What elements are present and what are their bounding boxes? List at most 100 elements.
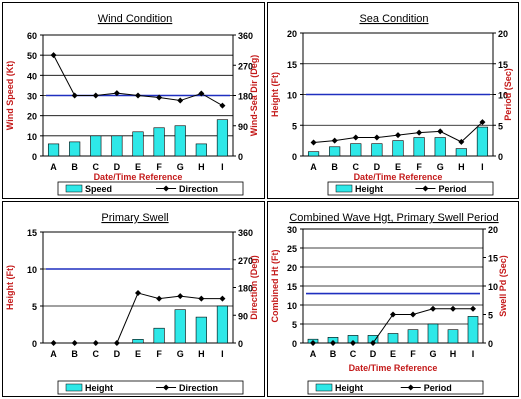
bar bbox=[387, 333, 399, 344]
legend bbox=[307, 380, 484, 395]
line-point bbox=[156, 295, 163, 302]
line-point bbox=[219, 295, 226, 302]
y2-tick-label: 0 bbox=[498, 152, 503, 162]
sea-condition-chart: Sea Condition 0 5 10 15 20 0 5 10 15 20 A B C D E F G H I He… bbox=[270, 13, 513, 196]
bar bbox=[307, 151, 320, 157]
x-tick-label: C bbox=[93, 162, 100, 172]
y2-tick-label: 10 bbox=[488, 282, 498, 292]
legend-label: Speed bbox=[85, 184, 112, 194]
y2-tick-label: 90 bbox=[238, 122, 248, 132]
y-tick-label: 0 bbox=[32, 339, 37, 349]
y2-tick-label: 180 bbox=[238, 284, 253, 294]
bar bbox=[174, 125, 186, 157]
line-point bbox=[370, 340, 376, 346]
y2-tick-label: 20 bbox=[488, 225, 498, 235]
line-point bbox=[71, 340, 78, 346]
line-point bbox=[410, 311, 416, 318]
x-tick-label: B bbox=[71, 349, 78, 359]
legend-label: Height bbox=[355, 184, 383, 194]
bar bbox=[413, 137, 425, 157]
line-point bbox=[177, 97, 184, 104]
y2-tick-label: 0 bbox=[488, 339, 493, 349]
bar bbox=[47, 143, 60, 157]
chart-title: Sea Condition bbox=[359, 13, 428, 25]
y2-tick-label: 15 bbox=[488, 254, 498, 264]
x-tick-label: B bbox=[71, 162, 78, 172]
legend-label: Period bbox=[438, 184, 466, 194]
y-tick-label: 30 bbox=[287, 225, 297, 235]
x-tick-label: A bbox=[50, 162, 57, 172]
line-point bbox=[92, 92, 99, 99]
x-tick-label: F bbox=[156, 162, 162, 172]
line-point bbox=[219, 102, 226, 109]
x-tick-label: C bbox=[350, 349, 357, 359]
y2-tick-label: 360 bbox=[238, 228, 253, 238]
line-point bbox=[373, 134, 380, 141]
x-tick-label: I bbox=[472, 349, 475, 359]
legend-bar-swatch bbox=[65, 184, 83, 193]
line-point bbox=[92, 340, 99, 346]
sea-condition-chart-panel: Sea Condition 0 5 10 15 20 0 5 10 15 20 A B C D E F G H I He… bbox=[267, 2, 519, 199]
x-tick-label: F bbox=[410, 349, 416, 359]
x-tick-label: F bbox=[156, 349, 162, 359]
y-tick-label: 10 bbox=[27, 132, 37, 142]
line-point bbox=[416, 129, 423, 136]
chart-title: Primary Swell bbox=[101, 212, 168, 224]
y2-tick-label: 180 bbox=[238, 92, 253, 102]
line-point bbox=[330, 340, 336, 346]
legend bbox=[57, 181, 244, 196]
legend-label: Period bbox=[424, 383, 452, 393]
bar bbox=[434, 137, 446, 157]
y-tick-label: 0 bbox=[292, 152, 297, 162]
legend-bar-swatch bbox=[315, 383, 333, 392]
bar bbox=[407, 329, 419, 344]
line-point bbox=[395, 132, 401, 139]
x-axis-label: Date/Time Reference bbox=[349, 363, 438, 373]
bar bbox=[371, 143, 383, 157]
bar bbox=[455, 148, 467, 157]
x-tick-label: D bbox=[374, 162, 381, 172]
x-tick-label: G bbox=[177, 162, 184, 172]
line-point bbox=[470, 305, 476, 312]
x-tick-label: G bbox=[177, 349, 184, 359]
y-tick-label: 30 bbox=[27, 92, 37, 102]
x-tick-label: H bbox=[198, 162, 205, 172]
line-point bbox=[113, 90, 120, 97]
line-point bbox=[437, 128, 444, 135]
y2-axis-label: Direction (Deg) bbox=[249, 255, 259, 320]
x-tick-label: C bbox=[93, 349, 100, 359]
bar bbox=[392, 140, 404, 157]
x-tick-label: I bbox=[481, 162, 484, 172]
primary-swell-chart-panel: Primary Swell 0 5 10 15 0 90 180 270 360 A B C D E F G H I… bbox=[2, 201, 265, 397]
x-tick-label: A bbox=[310, 349, 317, 359]
line-point bbox=[450, 305, 456, 312]
y2-axis-label: Wind-Sea Dir (Deg) bbox=[249, 55, 259, 136]
x-tick-label: E bbox=[135, 162, 141, 172]
line-point bbox=[50, 340, 57, 346]
y2-tick-label: 90 bbox=[238, 311, 248, 321]
x-tick-label: C bbox=[353, 162, 360, 172]
line-point bbox=[50, 52, 57, 59]
y-axis-label: Combined Ht (Ft) bbox=[270, 250, 280, 323]
x-tick-label: I bbox=[221, 162, 224, 172]
legend bbox=[57, 380, 244, 395]
y2-tick-label: 0 bbox=[238, 339, 243, 349]
x-axis-label: Date/Time Reference bbox=[94, 172, 183, 182]
bar bbox=[427, 323, 439, 344]
y-axis-label: Wind Speed (Kt) bbox=[5, 61, 15, 130]
y-tick-label: 40 bbox=[27, 71, 37, 81]
legend-label: Direction bbox=[179, 184, 218, 194]
bar bbox=[153, 127, 165, 157]
bar bbox=[195, 143, 207, 157]
y-tick-label: 5 bbox=[32, 302, 37, 312]
x-tick-label: H bbox=[450, 349, 457, 359]
bar bbox=[174, 309, 186, 344]
x-tick-label: A bbox=[50, 349, 57, 359]
line-point bbox=[71, 92, 78, 99]
bar bbox=[216, 119, 229, 157]
bar bbox=[216, 305, 229, 344]
y-tick-label: 10 bbox=[287, 91, 297, 101]
y-tick-label: 10 bbox=[27, 265, 37, 275]
x-tick-label: B bbox=[331, 162, 338, 172]
line-point bbox=[310, 340, 316, 346]
